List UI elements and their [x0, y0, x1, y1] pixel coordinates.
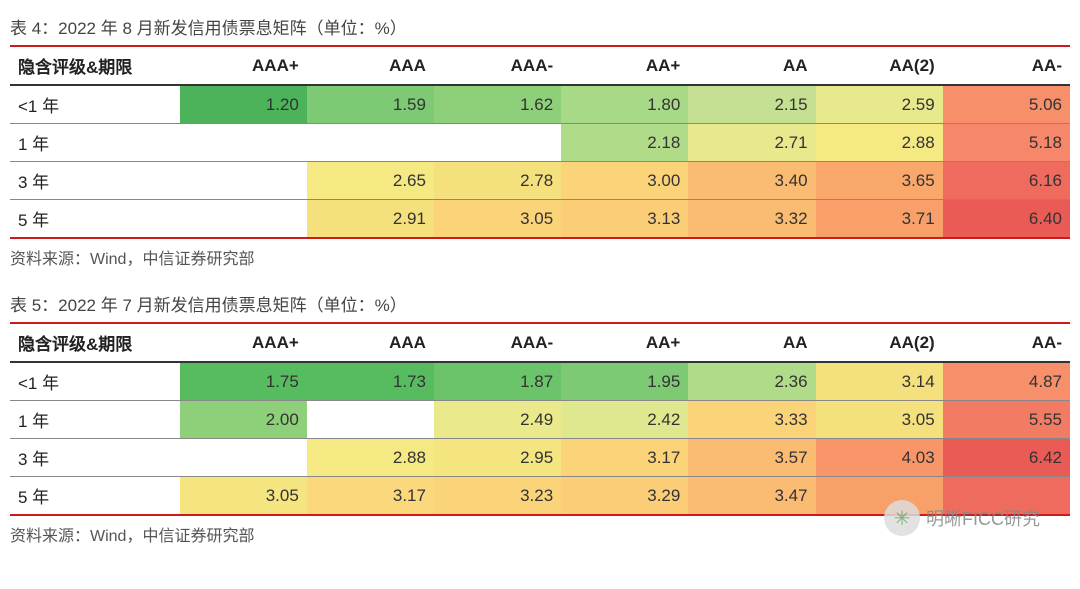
data-cell	[180, 162, 307, 200]
heatmap-table: 隐含评级&期限AAA+AAAAAA-AA+AAAA(2)AA-<1 年1.751…	[10, 324, 1070, 516]
row-label: 3 年	[10, 439, 180, 477]
data-cell: 4.03	[816, 439, 943, 477]
page-root: 表 4：2022 年 8 月新发信用债票息矩阵（单位：%）隐含评级&期限AAA+…	[10, 10, 1070, 546]
row-label: 3 年	[10, 162, 180, 200]
data-cell: 3.47	[688, 477, 815, 516]
data-cell: 1.87	[434, 362, 561, 401]
data-cell: 2.91	[307, 200, 434, 239]
data-cell: 5.55	[943, 401, 1070, 439]
data-cell: 3.71	[816, 200, 943, 239]
data-cell	[943, 477, 1070, 516]
rating-col-header: AA+	[561, 47, 688, 85]
data-cell: 3.00	[561, 162, 688, 200]
data-cell: 2.15	[688, 85, 815, 124]
data-cell: 6.40	[943, 200, 1070, 239]
data-cell: 2.88	[307, 439, 434, 477]
data-cell: 4.87	[943, 362, 1070, 401]
row-label: <1 年	[10, 85, 180, 124]
tables-container: 表 4：2022 年 8 月新发信用债票息矩阵（单位：%）隐含评级&期限AAA+…	[10, 10, 1070, 546]
table-row: 3 年 2.882.953.173.574.036.42	[10, 439, 1070, 477]
table-row: 3 年 2.652.783.003.403.656.16	[10, 162, 1070, 200]
data-cell	[180, 124, 307, 162]
row-label: 5 年	[10, 200, 180, 239]
table-row: <1 年1.201.591.621.802.152.595.06	[10, 85, 1070, 124]
data-cell	[180, 439, 307, 477]
data-cell	[307, 401, 434, 439]
rating-col-header: AAA	[307, 47, 434, 85]
data-cell	[816, 477, 943, 516]
rating-col-header: AAA-	[434, 47, 561, 85]
data-cell: 3.23	[434, 477, 561, 516]
data-cell: 1.62	[434, 85, 561, 124]
data-cell: 3.13	[561, 200, 688, 239]
data-cell: 3.17	[561, 439, 688, 477]
heatmap-table: 隐含评级&期限AAA+AAAAAA-AA+AAAA(2)AA-<1 年1.201…	[10, 47, 1070, 239]
data-cell: 2.42	[561, 401, 688, 439]
data-cell: 2.59	[816, 85, 943, 124]
rating-col-header: AAA-	[434, 324, 561, 362]
table-row: 5 年3.053.173.233.293.47	[10, 477, 1070, 516]
data-cell: 6.42	[943, 439, 1070, 477]
data-cell: 1.80	[561, 85, 688, 124]
table-row: 1 年 2.182.712.885.18	[10, 124, 1070, 162]
data-cell: 1.75	[180, 362, 307, 401]
data-cell: 5.18	[943, 124, 1070, 162]
data-cell: 3.57	[688, 439, 815, 477]
data-cell	[434, 124, 561, 162]
data-cell: 3.33	[688, 401, 815, 439]
data-cell: 3.17	[307, 477, 434, 516]
table-row: <1 年1.751.731.871.952.363.144.87	[10, 362, 1070, 401]
rating-col-header: AAA	[307, 324, 434, 362]
row-label: <1 年	[10, 362, 180, 401]
table-row: 1 年2.00 2.492.423.333.055.55	[10, 401, 1070, 439]
rating-col-header: AA	[688, 47, 815, 85]
table-title: 表 4：2022 年 8 月新发信用债票息矩阵（单位：%）	[10, 10, 1070, 47]
data-cell: 2.18	[561, 124, 688, 162]
data-cell: 3.32	[688, 200, 815, 239]
rating-col-header: AA	[688, 324, 815, 362]
data-cell: 3.65	[816, 162, 943, 200]
table-block: 表 5：2022 年 7 月新发信用债票息矩阵（单位：%）隐含评级&期限AAA+…	[10, 287, 1070, 546]
rating-col-header: AA(2)	[816, 47, 943, 85]
rating-col-header: AA(2)	[816, 324, 943, 362]
row-label: 5 年	[10, 477, 180, 516]
data-cell	[307, 124, 434, 162]
data-cell: 1.95	[561, 362, 688, 401]
data-cell: 2.71	[688, 124, 815, 162]
row-label: 1 年	[10, 124, 180, 162]
data-cell: 2.36	[688, 362, 815, 401]
rating-col-header: AA-	[943, 47, 1070, 85]
data-cell: 3.29	[561, 477, 688, 516]
data-cell: 1.59	[307, 85, 434, 124]
table-block: 表 4：2022 年 8 月新发信用债票息矩阵（单位：%）隐含评级&期限AAA+…	[10, 10, 1070, 269]
row-header-col: 隐含评级&期限	[10, 324, 180, 362]
rating-col-header: AAA+	[180, 47, 307, 85]
table-row: 5 年 2.913.053.133.323.716.40	[10, 200, 1070, 239]
data-cell: 2.49	[434, 401, 561, 439]
data-cell: 3.05	[180, 477, 307, 516]
data-cell: 3.40	[688, 162, 815, 200]
data-cell: 1.20	[180, 85, 307, 124]
data-cell: 2.65	[307, 162, 434, 200]
row-label: 1 年	[10, 401, 180, 439]
data-cell: 3.05	[816, 401, 943, 439]
data-cell: 2.95	[434, 439, 561, 477]
rating-col-header: AA-	[943, 324, 1070, 362]
data-cell: 6.16	[943, 162, 1070, 200]
data-cell: 3.14	[816, 362, 943, 401]
row-header-col: 隐含评级&期限	[10, 47, 180, 85]
data-cell: 2.00	[180, 401, 307, 439]
table-source: 资料来源：Wind，中信证券研究部	[10, 516, 1070, 546]
table-source: 资料来源：Wind，中信证券研究部	[10, 239, 1070, 269]
data-cell: 5.06	[943, 85, 1070, 124]
data-cell: 3.05	[434, 200, 561, 239]
data-cell: 2.78	[434, 162, 561, 200]
rating-col-header: AAA+	[180, 324, 307, 362]
data-cell: 1.73	[307, 362, 434, 401]
table-title: 表 5：2022 年 7 月新发信用债票息矩阵（单位：%）	[10, 287, 1070, 324]
rating-col-header: AA+	[561, 324, 688, 362]
data-cell	[180, 200, 307, 239]
data-cell: 2.88	[816, 124, 943, 162]
